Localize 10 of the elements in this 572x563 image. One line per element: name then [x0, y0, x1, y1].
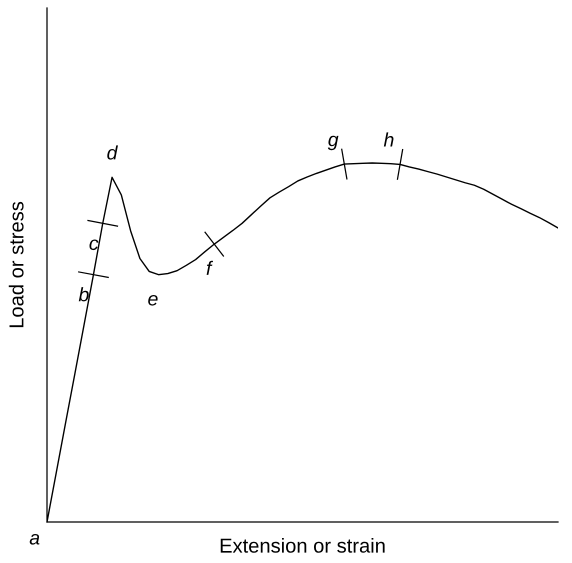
annotation: d [107, 145, 118, 160]
annotation: b [78, 287, 89, 302]
y-axis-title: Load or stress [8, 202, 24, 328]
annotation: c [89, 239, 98, 250]
annotation: e [148, 294, 158, 306]
annotation: g [328, 136, 338, 150]
text: a [30, 534, 40, 545]
annotation: f [206, 260, 214, 275]
annotation: h [384, 132, 394, 147]
x-axis-title: Extension or strain [220, 538, 385, 553]
